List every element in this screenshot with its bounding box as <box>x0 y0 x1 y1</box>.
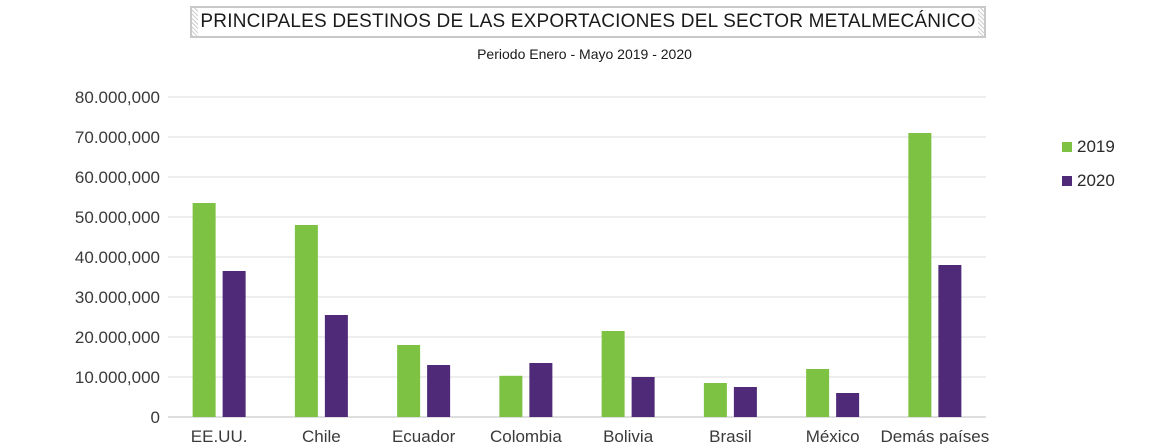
legend-item-2020: 2020 <box>1062 164 1115 198</box>
bar-2020 <box>427 365 451 417</box>
bar-2020 <box>836 393 860 417</box>
bars <box>192 133 962 417</box>
x-tick-label: México <box>806 427 860 444</box>
x-tick-label: Bolivia <box>603 427 654 444</box>
x-tick-label: EE.UU. <box>191 427 248 444</box>
bar-2019 <box>294 225 318 417</box>
bar-2020 <box>529 363 553 417</box>
legend: 2019 2020 <box>1062 130 1115 198</box>
chart-title: PRINCIPALES DESTINOS DE LAS EXPORTACIONE… <box>200 11 976 32</box>
y-tick-label: 50.000,000 <box>75 208 160 227</box>
legend-swatch-2020 <box>1062 176 1072 186</box>
x-axis: EE.UU. Chile Ecuador Colombia Bolivia Brasil M… <box>191 427 989 444</box>
y-tick-label: 30.000,000 <box>75 288 160 307</box>
legend-label-2019: 2019 <box>1077 137 1115 156</box>
bar-2020 <box>324 315 348 417</box>
bar-2019 <box>703 383 727 417</box>
x-tick-label: Demás países <box>881 427 990 444</box>
bar-2019 <box>908 133 932 417</box>
bar-2020 <box>222 271 246 417</box>
y-tick-label: 40.000,000 <box>75 248 160 267</box>
y-axis: 0 10.000,000 20.000,000 30.000,000 40.000,00… <box>75 88 160 427</box>
y-tick-label: 60.000,000 <box>75 168 160 187</box>
x-tick-label: Ecuador <box>392 427 456 444</box>
y-tick-label: 80.000,000 <box>75 88 160 107</box>
y-tick-label: 10.000,000 <box>75 368 160 387</box>
bar-2020 <box>733 387 757 417</box>
y-tick-label: 20.000,000 <box>75 328 160 347</box>
legend-item-2019: 2019 <box>1062 130 1115 164</box>
chart-subtitle: Periodo Enero - Mayo 2019 - 2020 <box>477 46 692 62</box>
y-tick-label: 70.000,000 <box>75 128 160 147</box>
bar-2019 <box>192 203 216 417</box>
bar-2019 <box>601 331 625 417</box>
bar-2019 <box>397 345 421 417</box>
bar-2019 <box>499 375 523 417</box>
legend-swatch-2019 <box>1062 142 1072 152</box>
bar-2019 <box>806 369 830 417</box>
bar-2020 <box>938 265 962 417</box>
x-tick-label: Colombia <box>490 427 562 444</box>
x-tick-label: Chile <box>302 427 341 444</box>
y-tick-label: 0 <box>151 408 160 427</box>
gridlines <box>168 96 986 418</box>
x-tick-label: Brasil <box>709 427 752 444</box>
legend-label-2020: 2020 <box>1077 171 1115 190</box>
chart-title-box: PRINCIPALES DESTINOS DE LAS EXPORTACIONE… <box>190 6 986 38</box>
bar-2020 <box>631 377 655 417</box>
